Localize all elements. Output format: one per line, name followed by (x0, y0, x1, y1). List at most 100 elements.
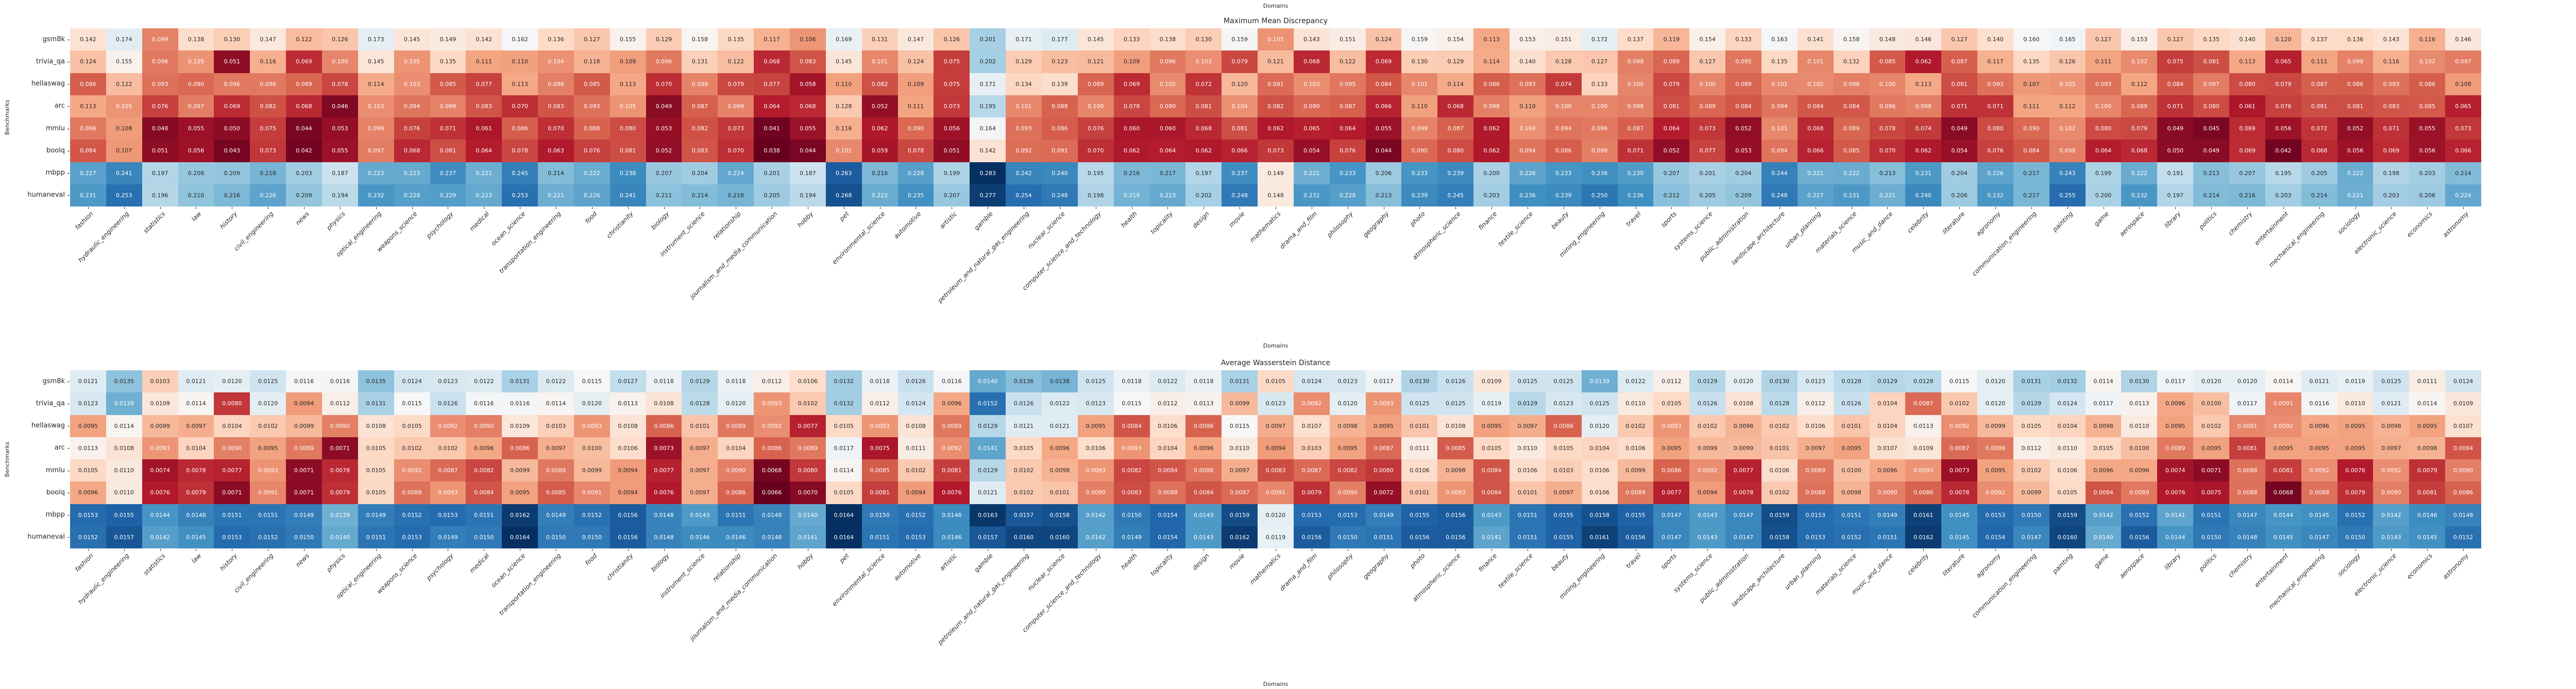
heatmap-cell: 0.212 (1653, 184, 1690, 206)
heatmap-cell: 0.0130 (2121, 370, 2158, 393)
heatmap-cell: 0.083 (2373, 95, 2410, 117)
heatmap-cell: 0.087 (1941, 50, 1978, 73)
heatmap-cell: 0.0098 (1725, 415, 1761, 437)
heatmap-cell: 0.052 (1653, 140, 1690, 162)
heatmap-cell: 0.0131 (1222, 370, 1258, 393)
heatmap-cell: 0.0099 (1977, 415, 2013, 437)
heatmap-cell: 0.0114 (2085, 370, 2122, 393)
heatmap-cell: 0.084 (70, 140, 106, 162)
heatmap-cell: 0.076 (573, 140, 610, 162)
heatmap-cell: 0.0156 (1437, 504, 1474, 526)
heatmap-cell: 0.253 (502, 184, 538, 206)
heatmap-cell: 0.131 (861, 28, 898, 51)
x-tick (2319, 207, 2320, 209)
heatmap-cell: 0.0109 (1905, 437, 1942, 459)
heatmap-cell: 0.114 (358, 73, 394, 95)
heatmap-cell: 0.0104 (214, 415, 250, 437)
column-label-weapons_science: weapons_science (375, 210, 419, 253)
heatmap-cell: 0.0145 (2301, 504, 2337, 526)
heatmap-cell: 0.237 (430, 162, 466, 184)
column-label-relationship: relationship (711, 210, 743, 241)
heatmap-cell: 0.214 (2193, 184, 2230, 206)
heatmap-cell: 0.0149 (286, 504, 322, 526)
x-tick (2283, 549, 2284, 551)
heatmap-cell: 0.240 (1041, 162, 1078, 184)
column-label-christianity: christianity (605, 210, 635, 240)
heatmap-cell: 0.133 (1113, 28, 1150, 51)
heatmap-cell: 0.0112 (321, 392, 358, 415)
heatmap-cell: 0.073 (718, 117, 754, 140)
heatmap-cell: 0.105 (178, 50, 214, 73)
heatmap-cell: 0.0086 (1545, 415, 1582, 437)
heatmap-cell: 0.0086 (2445, 481, 2481, 504)
x-tick (2247, 207, 2248, 209)
heatmap-cell: 0.0151 (2193, 504, 2230, 526)
x-tick (1167, 549, 1168, 551)
heatmap-cell: 0.0125 (1510, 370, 1546, 393)
heatmap-cell: 0.083 (790, 50, 826, 73)
heatmap-cell: 0.241 (609, 184, 646, 206)
heatmap-cell: 0.0129 (1869, 370, 1906, 393)
heatmap-cell: 0.119 (1653, 28, 1690, 51)
heatmap-cell: 0.224 (2445, 184, 2481, 206)
x-tick (664, 207, 665, 209)
heatmap-cell: 0.0084 (466, 481, 502, 504)
heatmap-cell: 0.223 (394, 162, 430, 184)
heatmap-cell: 0.075 (250, 117, 286, 140)
heatmap-cell: 0.0125 (1077, 370, 1114, 393)
heatmap-cell: 0.221 (2337, 184, 2374, 206)
heatmap-cell: 0.0150 (286, 526, 322, 548)
heatmap-cell: 0.0078 (1725, 481, 1761, 504)
heatmap-cell: 0.0084 (1185, 481, 1222, 504)
heatmap-cell: 0.0107 (2445, 415, 2481, 437)
column-label-artistic: artistic (938, 552, 959, 573)
heatmap-cell: 0.0144 (2265, 504, 2301, 526)
heatmap-cell: 0.0136 (1006, 370, 1042, 393)
heatmap-cell: 0.094 (394, 95, 430, 117)
heatmap-cell: 0.0121 (70, 370, 106, 393)
x-tick (1167, 207, 1168, 209)
heatmap-cell: 0.0096 (2301, 415, 2337, 437)
x-tick (124, 207, 125, 209)
heatmap-cell: 0.0145 (1941, 504, 1978, 526)
column-label-geography: geography (1361, 210, 1391, 239)
heatmap-cell: 0.043 (214, 140, 250, 162)
heatmap-cell: 0.0120 (2229, 370, 2265, 393)
heatmap-cell: 0.268 (825, 184, 862, 206)
heatmap-cell: 0.0102 (790, 392, 826, 415)
heatmap-cell: 0.0113 (1905, 415, 1942, 437)
column-label-weapons_science: weapons_science (375, 552, 419, 595)
column-label-ocean_science: ocean_science (489, 210, 527, 247)
heatmap-cell: 0.0111 (897, 437, 934, 459)
heatmap-cell: 0.0110 (1617, 392, 1654, 415)
heatmap-cell: 0.100 (1077, 95, 1114, 117)
heatmap-cell: 0.116 (2373, 50, 2410, 73)
heatmap-cell: 0.090 (1401, 140, 1438, 162)
heatmap-cell: 0.0092 (430, 415, 466, 437)
heatmap-cell: 0.076 (1977, 140, 2013, 162)
heatmap-cell: 0.082 (861, 73, 898, 95)
heatmap-cell: 0.082 (250, 95, 286, 117)
heatmap-cell: 0.0145 (2265, 526, 2301, 548)
heatmap-cell: 0.109 (1113, 50, 1150, 73)
heatmap-cell: 0.208 (178, 162, 214, 184)
heatmap-cell: 0.0106 (1581, 481, 1618, 504)
heatmap-cell: 0.0104 (1581, 437, 1618, 459)
heatmap-cell: 0.0098 (1437, 459, 1474, 482)
heatmap-cell: 0.0149 (538, 504, 574, 526)
heatmap-cell: 0.111 (2085, 50, 2122, 73)
heatmap-cell: 0.0092 (2265, 415, 2301, 437)
heatmap-cell: 0.089 (1833, 117, 1870, 140)
heatmap-cell: 0.102 (1797, 73, 1834, 95)
heatmap-cell: 0.0099 (2013, 481, 2049, 504)
heatmap-cell: 0.126 (2049, 50, 2086, 73)
heatmap-cell: 0.0102 (1761, 415, 1798, 437)
heatmap-cell: 0.0115 (1113, 392, 1150, 415)
heatmap-cell: 0.0076 (2157, 481, 2194, 504)
heatmap-cell: 0.0086 (754, 437, 790, 459)
heatmap-cell: 0.111 (2013, 95, 2049, 117)
heatmap-cell: 0.0086 (1653, 459, 1690, 482)
heatmap-cell: 0.0102 (1617, 415, 1654, 437)
heatmap-cell: 0.052 (646, 140, 682, 162)
